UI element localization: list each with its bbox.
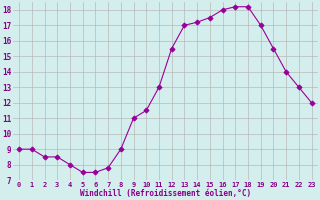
X-axis label: Windchill (Refroidissement éolien,°C): Windchill (Refroidissement éolien,°C): [80, 189, 251, 198]
